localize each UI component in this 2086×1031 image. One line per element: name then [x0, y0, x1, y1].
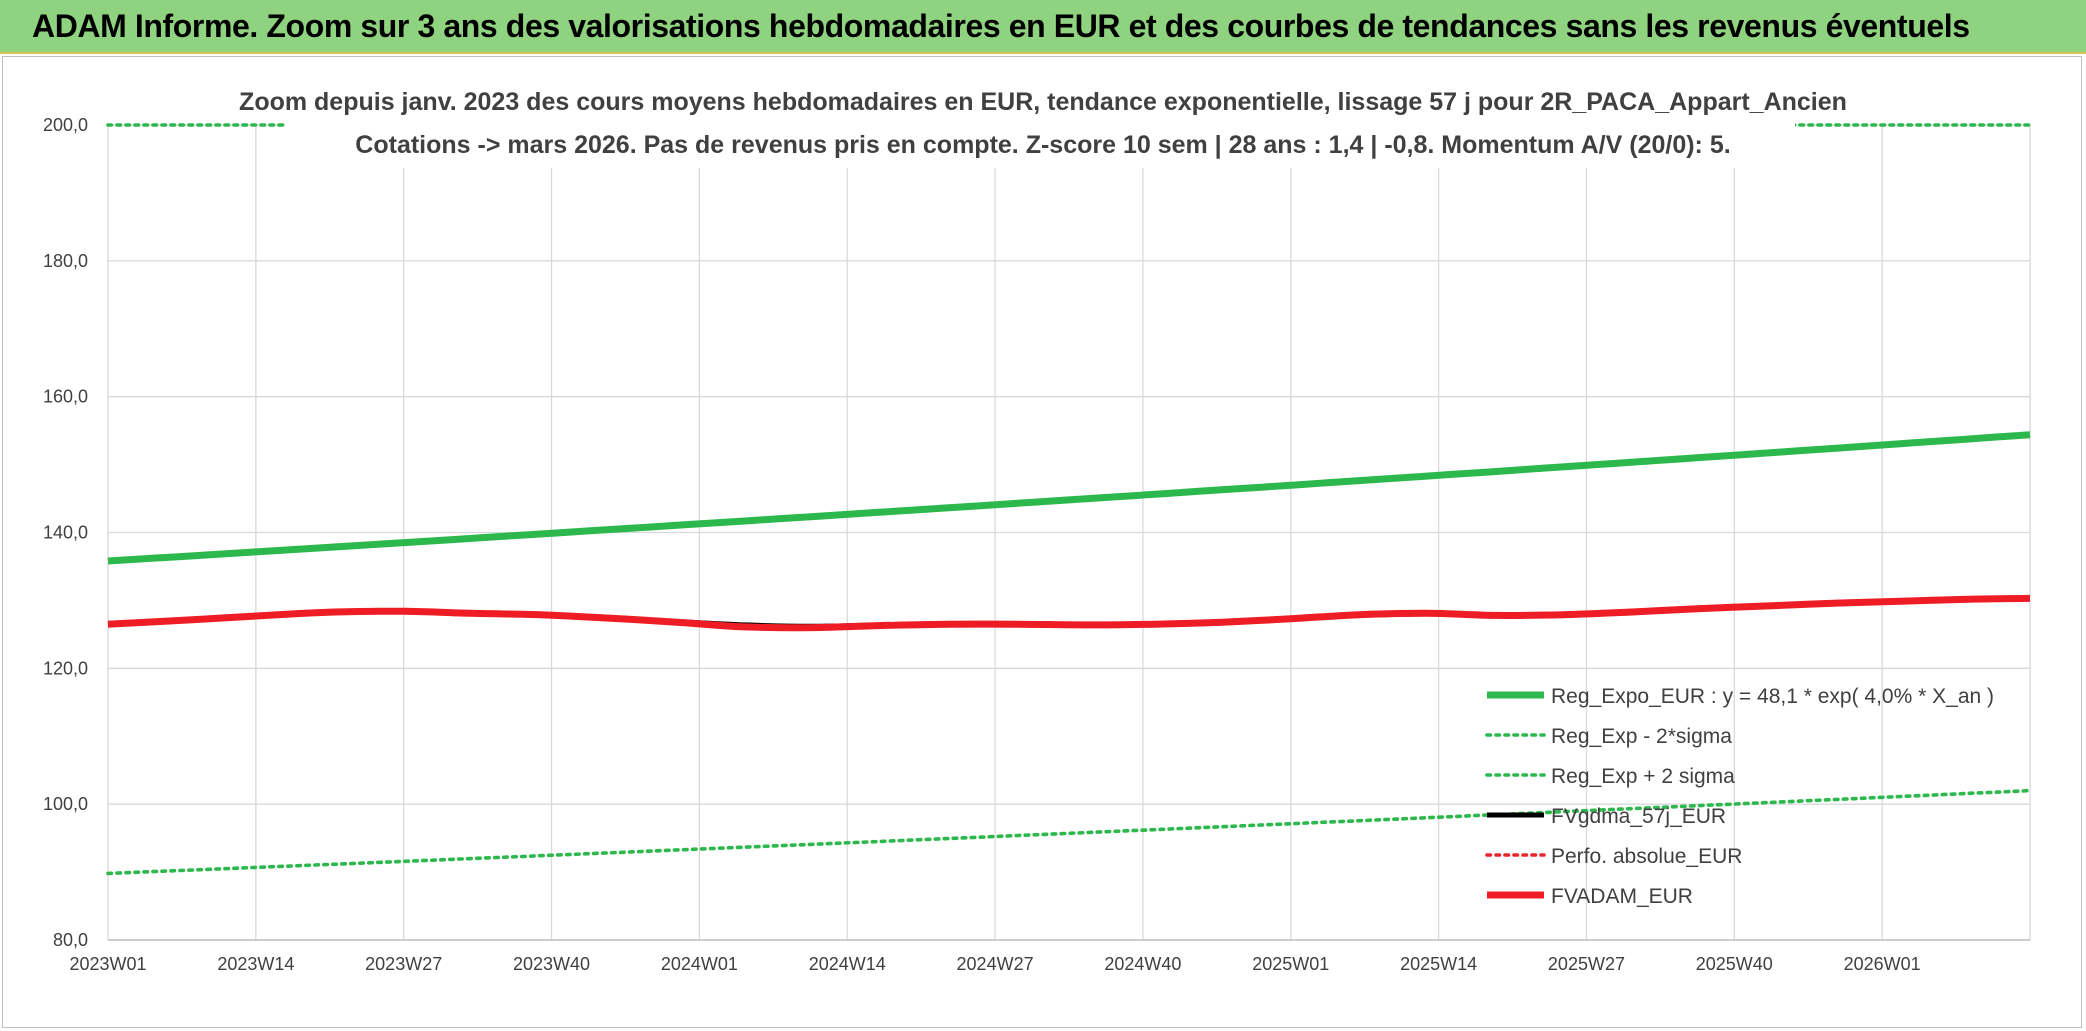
banner-title: ADAM Informe. Zoom sur 3 ans des valoris…: [32, 8, 1970, 44]
x-tick-label: 2024W27: [957, 954, 1034, 974]
x-tick-label: 2025W14: [1400, 954, 1477, 974]
x-tick-label: 2023W01: [69, 954, 146, 974]
series-lines: [106, 123, 2032, 876]
y-tick-label: 100,0: [43, 794, 88, 814]
legend-label: Reg_Exp - 2*sigma: [1551, 725, 1732, 748]
x-axis: 2023W01 2023W14 2023W27 2023W40 2024W01 2024W…: [69, 954, 1920, 974]
x-tick-label: 2026W01: [1844, 954, 1921, 974]
chart-title: Zoom depuis janv. 2023 des cours moyens …: [239, 78, 1847, 168]
y-axis: 80,0 100,0 120,0 140,0 160,0 180,0 200,0: [43, 115, 88, 950]
y-tick-label: 120,0: [43, 658, 88, 678]
chart-area-border: [2, 56, 2082, 1028]
legend-label: Reg_Expo_EUR : y = 48,1 * exp( 4,0% * X_…: [1551, 685, 1994, 708]
x-tick-label: 2024W40: [1104, 954, 1181, 974]
chart-title-line-2: Cotations -> mars 2026. Pas de revenus p…: [355, 131, 1730, 159]
legend-label: Perfo. absolue_EUR: [1551, 845, 1742, 868]
legend: Reg_Expo_EUR : y = 48,1 * exp( 4,0% * X_…: [1485, 685, 1994, 908]
y-tick-label: 160,0: [43, 387, 88, 407]
y-tick-label: 80,0: [53, 930, 88, 950]
y-tick-label: 200,0: [43, 115, 88, 135]
x-tick-label: 2025W01: [1252, 954, 1329, 974]
legend-label: FVgdma_57j_EUR: [1551, 805, 1726, 828]
chart-title-line-1: Zoom depuis janv. 2023 des cours moyens …: [239, 88, 1847, 116]
y-tick-label: 180,0: [43, 251, 88, 271]
x-tick-label: 2025W27: [1548, 954, 1625, 974]
series-fvadam: [107, 594, 2031, 632]
series-reg-minus-2sigma: [106, 788, 2032, 876]
x-tick-label: 2023W14: [217, 954, 294, 974]
x-tick-label: 2023W27: [365, 954, 442, 974]
y-tick-label: 140,0: [43, 523, 88, 543]
gridlines: [107, 124, 2031, 941]
x-tick-label: 2024W14: [809, 954, 886, 974]
x-tick-label: 2023W40: [513, 954, 590, 974]
series-reg-expo: [107, 431, 2031, 565]
banner: ADAM Informe. Zoom sur 3 ans des valoris…: [0, 0, 2086, 54]
chart-title-background: [285, 78, 1795, 168]
legend-label: Reg_Exp + 2 sigma: [1551, 765, 1735, 788]
legend-label: FVADAM_EUR: [1551, 885, 1693, 908]
x-tick-label: 2025W40: [1696, 954, 1773, 974]
x-tick-label: 2024W01: [661, 954, 738, 974]
